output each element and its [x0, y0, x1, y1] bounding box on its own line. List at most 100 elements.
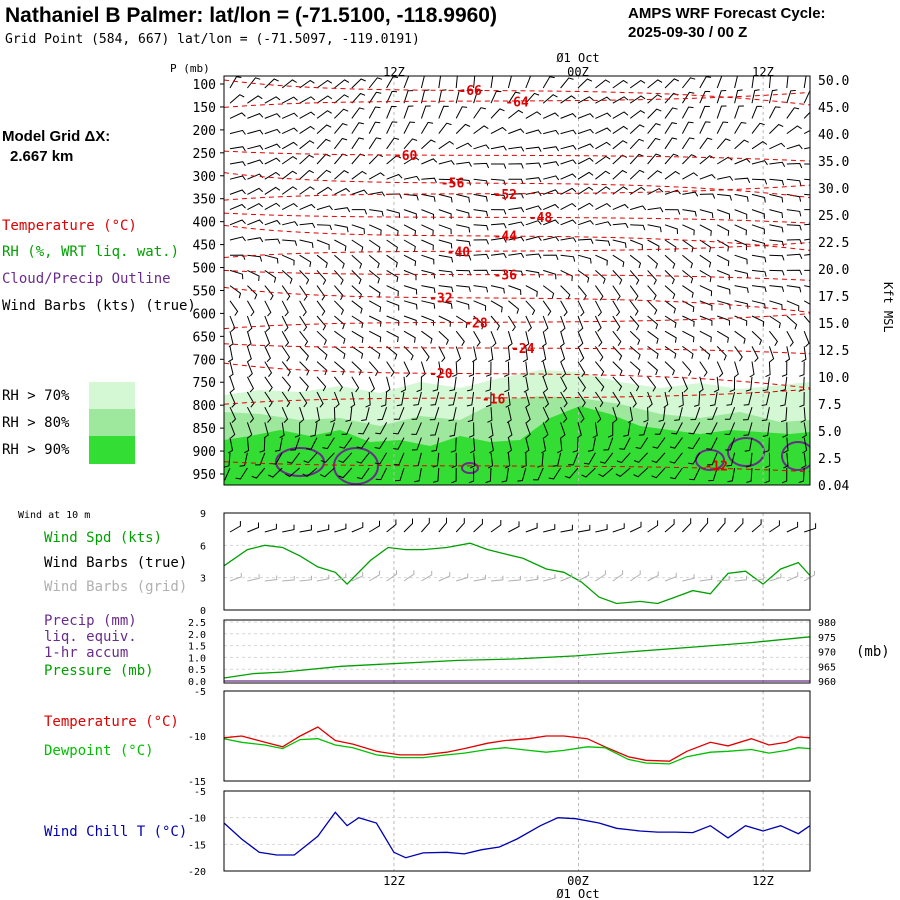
temperature-contour-line — [224, 313, 810, 330]
wind-barb — [368, 376, 375, 393]
wind-barb — [716, 224, 730, 236]
wind-barb — [751, 160, 768, 166]
wind-barb — [664, 153, 679, 165]
wind-barb — [781, 361, 788, 377]
wind-barb — [717, 315, 730, 326]
wind-barb — [612, 96, 629, 104]
wind-barb — [468, 468, 475, 484]
wind-barb — [281, 270, 293, 284]
label-wind-barbs-grid: Wind Barbs (grid) — [44, 579, 188, 595]
y-tick-label: -10 — [188, 732, 206, 743]
wind-barb — [393, 422, 405, 435]
wind-barb — [577, 220, 594, 226]
wind-barb — [542, 391, 550, 408]
wind-barb — [678, 391, 684, 408]
wind-barb — [485, 467, 492, 484]
wind-barb — [264, 128, 281, 135]
wind-barb — [246, 315, 253, 332]
wind-barb — [786, 315, 798, 330]
wind-barb — [559, 331, 565, 348]
wind-barb — [595, 141, 611, 150]
wind-barb — [455, 346, 462, 363]
wind-barb — [246, 376, 255, 393]
wind-barb — [629, 138, 644, 150]
wind-barb — [264, 300, 272, 317]
wind-barb — [803, 331, 810, 348]
wind-barb — [316, 361, 328, 376]
wind-barb — [577, 406, 585, 423]
wind-barb — [560, 285, 571, 300]
wind-barb — [421, 330, 433, 344]
wind-barb — [699, 137, 713, 150]
wind-barb — [438, 346, 446, 363]
wind-barb — [449, 376, 457, 392]
wind-barb — [438, 160, 455, 165]
wind-barb — [490, 90, 502, 104]
wind-barb — [420, 105, 431, 119]
wind-barb — [368, 300, 382, 313]
wind-barb — [334, 123, 348, 134]
pressure-tick-label: 600 — [193, 307, 216, 322]
wind-barb — [623, 422, 631, 437]
wind-barb — [456, 224, 471, 233]
wind-barb — [786, 107, 800, 119]
wind-barb — [334, 254, 345, 269]
wind-barb — [786, 125, 802, 135]
legend-rh90-label: RH > 90% — [2, 442, 70, 458]
wind-barb — [734, 158, 751, 165]
wind-barb — [386, 224, 399, 236]
legend-temperature: Temperature (°C) — [2, 218, 137, 234]
wind-barb — [669, 452, 683, 464]
wind-barb — [375, 467, 388, 481]
wind-barb — [251, 467, 266, 479]
wind-barb — [505, 391, 511, 408]
y-tick-label: 2.5 — [188, 618, 206, 629]
wind-barb — [629, 153, 644, 165]
cycle-label: AMPS WRF Forecast Cycle: — [628, 5, 826, 22]
wind-barb — [299, 361, 310, 376]
wind-barb — [396, 391, 405, 407]
wind-barb — [228, 331, 234, 348]
wind-barb — [356, 437, 370, 449]
wind-barb-true — [316, 524, 330, 533]
temperature-line — [223, 726, 811, 762]
wind-barb — [801, 346, 807, 363]
wind-barb — [525, 76, 536, 89]
wind-barb — [786, 144, 803, 150]
wind-barb — [716, 346, 727, 361]
wind-barb — [560, 219, 577, 226]
wind-barb — [255, 452, 266, 466]
wind-barb — [629, 186, 646, 195]
wind-barb — [628, 407, 634, 424]
wind-barb — [647, 224, 662, 233]
wind-barb — [246, 422, 253, 439]
wind-barb — [542, 94, 558, 104]
wind-barb — [630, 224, 646, 231]
wind-barb — [768, 346, 775, 363]
wind-barb — [743, 422, 753, 436]
wind-barb — [229, 254, 246, 260]
wind-barb — [386, 269, 399, 283]
temperature-contour-line — [224, 150, 810, 162]
wind-barb-grid — [386, 570, 397, 582]
temperature-contour-label: -64 — [505, 95, 529, 110]
time-tick-bottom-12z-a: 12Z — [383, 874, 405, 888]
wind-barb — [798, 467, 805, 484]
wind-barb — [745, 452, 753, 468]
wind-barb — [629, 79, 646, 89]
wind-barb — [456, 254, 472, 261]
cross-section-grid: 100 150 200 250 300 350 400 450 500 550 600 650 700 7… — [193, 74, 849, 871]
label-liq-equiv: liq. equiv. — [44, 629, 137, 645]
wind-barb — [682, 77, 696, 89]
wind-barb — [351, 153, 366, 165]
wind-barb — [769, 254, 785, 261]
wind-barb — [525, 407, 531, 424]
wind-barb — [532, 467, 544, 481]
wind-barb — [804, 209, 810, 211]
wind-barb — [351, 224, 365, 234]
wind-barb — [334, 207, 351, 213]
wind-barb-grid — [595, 570, 606, 582]
wind-barb — [786, 253, 803, 260]
wind10m-title: Wind at 10 m — [18, 510, 91, 521]
wind-barb — [560, 173, 577, 180]
